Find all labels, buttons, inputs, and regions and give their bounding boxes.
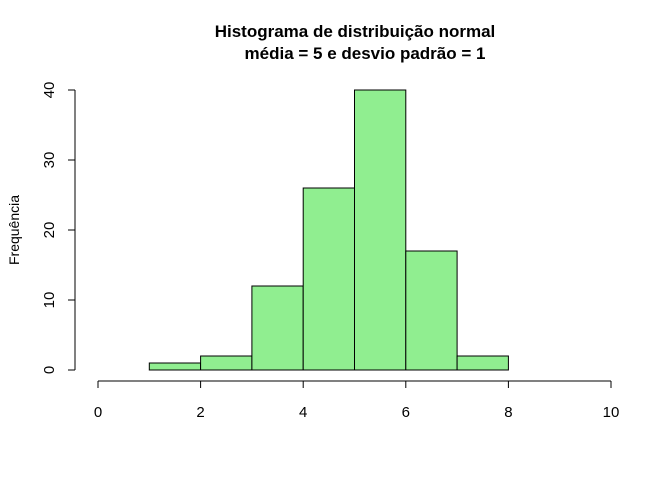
histogram-bar: [302, 187, 356, 371]
histogram-bar: [200, 355, 253, 371]
x-tick-label: 2: [196, 404, 204, 421]
x-tick-label: 4: [299, 404, 307, 421]
x-tick-label: 0: [94, 404, 102, 421]
x-tick-label: 8: [504, 404, 512, 421]
y-axis-label: Frequência: [6, 195, 22, 265]
bars-group: [148, 89, 509, 371]
y-tick-label: 20: [41, 222, 58, 239]
x-axis: 0 2 4 6 8 10: [94, 380, 620, 421]
histogram-bar: [354, 89, 407, 371]
histogram-bar: [405, 250, 458, 371]
x-tick-label: 10: [603, 404, 620, 421]
y-tick-label: 30: [41, 152, 58, 169]
chart-title: Histograma de distribuição normal: [215, 22, 496, 41]
x-tick-label: 6: [402, 404, 410, 421]
chart-subtitle: média = 5 e desvio padrão = 1: [245, 44, 486, 63]
y-axis: 0 10 20 30 40: [41, 82, 76, 374]
histogram-bar: [148, 362, 202, 371]
histogram-bar: [251, 285, 304, 371]
y-tick-label: 0: [41, 366, 58, 374]
histogram-bar: [456, 355, 509, 371]
y-tick-label: 40: [41, 82, 58, 99]
y-tick-label: 10: [41, 292, 58, 309]
